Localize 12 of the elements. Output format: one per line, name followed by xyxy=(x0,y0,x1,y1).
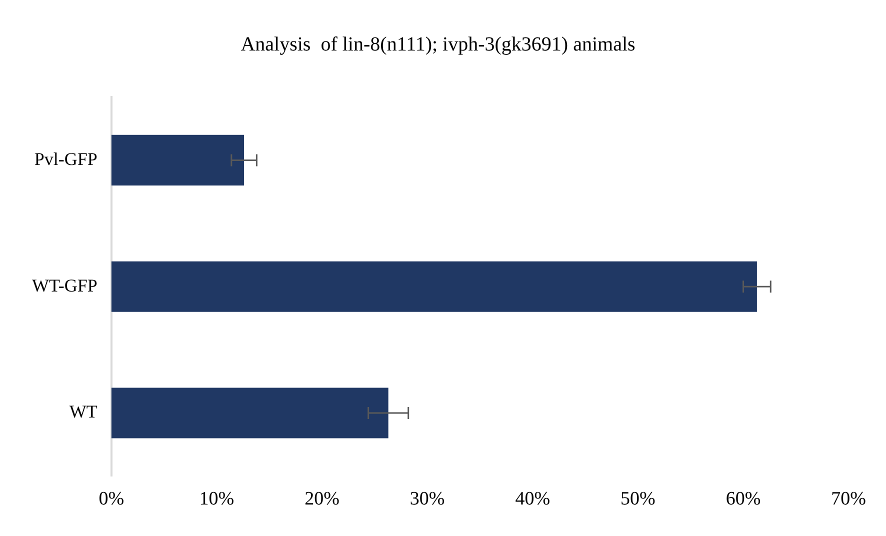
y-tick-label: WT xyxy=(69,402,98,422)
x-tick-label: 10% xyxy=(199,488,234,510)
chart-title: Analysis of lin-8(n111); ivph-3(gk3691) animals xyxy=(240,33,636,56)
x-tick-label: 20% xyxy=(304,488,340,510)
x-tick-label: 50% xyxy=(620,488,656,510)
x-tick-label: 70% xyxy=(831,488,866,510)
x-tick-label: 40% xyxy=(515,488,550,510)
y-tick-label: WT-GFP xyxy=(32,275,98,296)
x-tick-label: 0% xyxy=(98,488,124,510)
x-tick-label: 60% xyxy=(726,488,761,510)
x-tick-label: 30% xyxy=(410,488,445,510)
y-tick-label: Pvl-GFP xyxy=(34,148,98,169)
